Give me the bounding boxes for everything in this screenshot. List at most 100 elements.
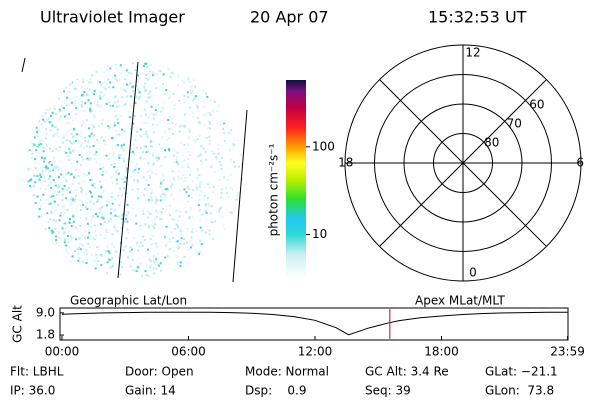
alt-ytick-label: 9.0 xyxy=(36,305,55,319)
pixel xyxy=(186,227,189,230)
pixel xyxy=(94,267,97,270)
pixel xyxy=(133,153,136,156)
pixel xyxy=(49,260,52,263)
pixel xyxy=(178,228,181,231)
pixel xyxy=(187,127,190,130)
pixel xyxy=(221,273,224,276)
pixel xyxy=(70,216,73,219)
pixel xyxy=(61,205,64,208)
pixel xyxy=(31,78,34,81)
pixel xyxy=(193,69,196,72)
pixel xyxy=(51,169,54,171)
pixel xyxy=(59,76,62,79)
pixel xyxy=(241,119,243,121)
pixel xyxy=(55,247,58,250)
pixel xyxy=(151,172,153,174)
pixel xyxy=(91,254,94,257)
pixel xyxy=(164,256,167,259)
pixel xyxy=(44,156,47,159)
pixel xyxy=(112,86,115,89)
pixel xyxy=(211,221,214,224)
pixel xyxy=(221,120,224,123)
pixel xyxy=(179,210,182,213)
pixel xyxy=(120,227,123,229)
pixel xyxy=(137,171,140,174)
pixel xyxy=(98,162,101,165)
pixel xyxy=(66,256,69,258)
pixel xyxy=(86,222,89,225)
pixel xyxy=(97,195,100,198)
pixel xyxy=(61,104,63,107)
pixel xyxy=(61,260,64,263)
pixel xyxy=(219,206,222,209)
colorbar-tick-label: 100 xyxy=(312,139,335,153)
pixel xyxy=(37,220,39,223)
pixel xyxy=(64,86,67,89)
pixel xyxy=(69,258,72,261)
pixel xyxy=(56,128,59,131)
pixel xyxy=(54,227,57,230)
pixel xyxy=(67,240,70,243)
pixel xyxy=(110,164,113,167)
pixel xyxy=(52,230,55,233)
pixel xyxy=(104,81,106,84)
pixel xyxy=(195,261,198,264)
pixel xyxy=(179,232,182,235)
pixel xyxy=(239,225,242,227)
pixel xyxy=(93,186,96,189)
pixel xyxy=(187,150,190,153)
pixel xyxy=(49,175,52,178)
pixel xyxy=(198,185,201,188)
pixel xyxy=(43,180,46,183)
pixel xyxy=(35,126,38,129)
pixel xyxy=(144,74,147,77)
pixel xyxy=(149,243,152,246)
pixel xyxy=(127,211,130,214)
pixel xyxy=(204,92,207,95)
pixel xyxy=(34,99,37,102)
pixel xyxy=(109,266,112,269)
alt-plot-frame xyxy=(59,307,569,341)
pixel xyxy=(186,185,189,188)
pixel xyxy=(237,243,240,246)
pixel xyxy=(63,77,66,80)
pixel xyxy=(236,209,239,211)
pixel xyxy=(227,68,230,71)
pixel xyxy=(61,141,64,144)
pixel xyxy=(220,167,223,170)
pixel xyxy=(52,156,55,159)
pixel xyxy=(162,193,164,196)
pixel xyxy=(85,249,87,252)
pixel xyxy=(60,271,63,274)
pixel xyxy=(50,210,53,213)
pixel xyxy=(57,230,60,233)
pixel xyxy=(150,105,153,108)
pixel xyxy=(139,135,142,138)
pixel xyxy=(51,87,54,90)
pixel xyxy=(81,272,84,275)
pixel xyxy=(72,179,75,182)
lon-line xyxy=(232,109,248,283)
pixel xyxy=(92,145,95,147)
pixel xyxy=(86,174,89,177)
status-field: GLon: 73.8 xyxy=(485,384,554,398)
pixel xyxy=(81,260,84,263)
pixel xyxy=(45,268,48,271)
pixel xyxy=(206,251,208,254)
pixel xyxy=(215,110,218,112)
pixel xyxy=(93,224,96,227)
pixel xyxy=(121,105,124,108)
pixel xyxy=(40,215,43,218)
pixel xyxy=(160,87,163,90)
pixel xyxy=(176,209,179,212)
pixel xyxy=(184,177,187,180)
pixel xyxy=(53,161,56,164)
pixel xyxy=(160,211,163,214)
pixel xyxy=(82,203,85,206)
pixel xyxy=(219,72,222,75)
pixel xyxy=(79,225,82,227)
pixel xyxy=(209,99,212,102)
pixel xyxy=(73,249,76,252)
pixel xyxy=(47,203,50,205)
pixel xyxy=(131,259,134,262)
